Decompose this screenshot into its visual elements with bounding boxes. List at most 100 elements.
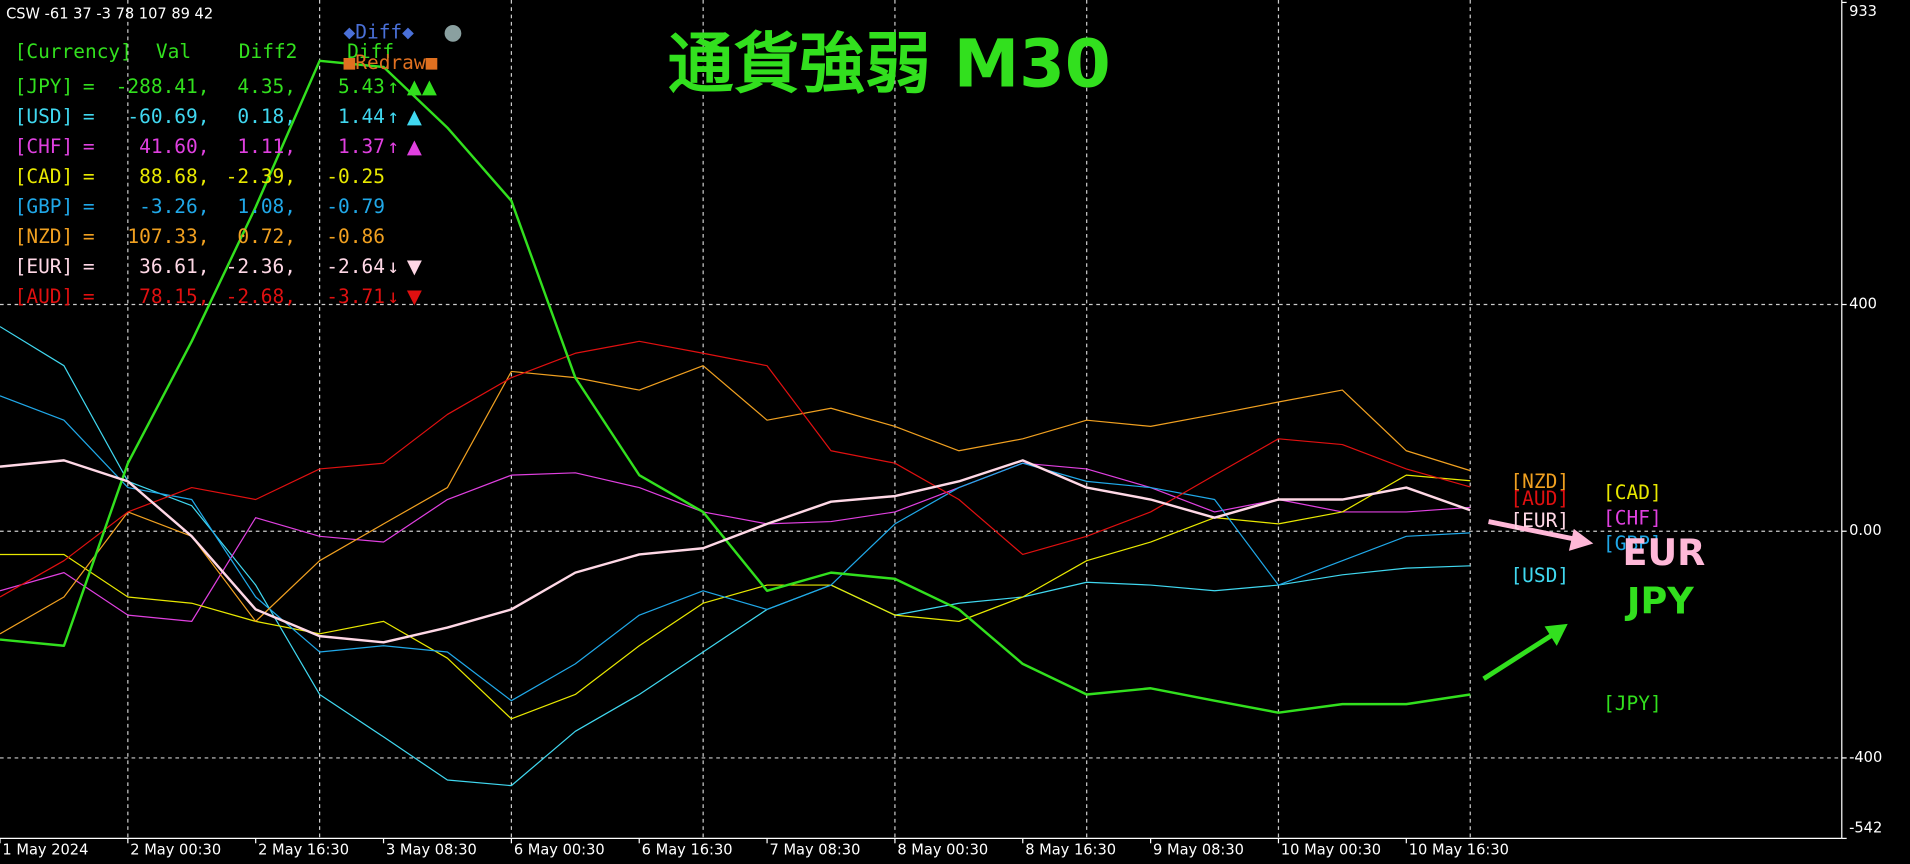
row-arrow: ↑ [387,75,399,98]
currency-line [0,340,1471,598]
x-tick-label: 9 May 08:30 [1153,842,1244,859]
row-diff2: -2.36, [226,255,296,278]
row-separator: = [83,165,95,188]
y-tick-label: -542 [1849,820,1882,837]
currency-line [0,365,1471,635]
currency-line [0,395,1471,702]
row-separator: = [83,105,95,128]
eur-arrow-head [1568,528,1594,551]
row-diff: -0.79 [326,195,385,218]
row-signal: ▼ [407,285,422,308]
x-tick-label: 2 May 00:30 [130,842,221,859]
row-val: 107.33, [127,225,209,248]
jpy-arrow-head [1544,623,1568,646]
row-diff: 1.37 [338,135,385,158]
row-arrow: ↓ [387,285,399,308]
row-diff2: -2.39, [226,165,296,188]
row-val: -288.41, [116,75,210,98]
annotation: EUR [1623,531,1706,574]
x-tick-label: 2 May 16:30 [258,842,349,859]
row-diff: 5.43 [338,75,385,98]
dot-button[interactable]: ● [443,20,462,45]
currency-line [0,59,1471,714]
row-diff2: 0.72, [237,225,296,248]
jpy-arrow [1482,631,1556,681]
row-separator: = [83,225,95,248]
currency-line [0,459,1471,644]
diff-button[interactable]: ◆Diff◆ [344,20,415,43]
grid: 933 400 0.00 -400 -542 1 May 2024 2 May 00:30 2… [0,0,1882,859]
y-tick-label: -400 [1849,749,1882,766]
row-val: 88.68, [139,165,209,188]
row-currency: [CHF] [15,135,74,158]
header-val: Val [156,40,191,63]
row-currency: [GBP] [15,195,74,218]
chart-title: 通貨強弱 M30 [668,25,1111,102]
x-tick-label: 8 May 16:30 [1025,842,1116,859]
row-signal: ▼ [407,255,422,278]
redraw-button[interactable]: ■Redraw■ [344,51,438,74]
row-diff2: 1.11, [237,135,296,158]
row-separator: = [83,135,95,158]
x-tick-label: 10 May 00:30 [1281,842,1381,859]
x-tick-label: 6 May 00:30 [514,842,605,859]
x-tick-label: 6 May 16:30 [642,842,733,859]
y-tick-label: 933 [1849,3,1877,20]
indicator-label: CSW -61 37 -3 78 107 89 42 [6,6,213,23]
header-diff2: Diff2 [239,40,298,63]
row-currency: [USD] [15,105,74,128]
row-separator: = [83,195,95,218]
row-val: 36.61, [139,255,209,278]
row-arrow: ↓ [387,255,399,278]
x-tick-label: 1 May 2024 [2,842,88,859]
x-tick-label: 7 May 08:30 [770,842,861,859]
row-diff: -2.64 [326,255,385,278]
legend-label: [USD] [1510,564,1569,587]
y-tick-label: 0.00 [1849,522,1882,539]
row-signal: ▲▲ [407,75,437,98]
row-currency: [AUD] [15,285,74,308]
header-currency: [Currency] [15,40,132,63]
row-val: -60.69, [127,105,209,128]
currency-line [0,462,1471,622]
legend-label: [CHF] [1603,507,1662,530]
row-arrow: ↑ [387,105,399,128]
row-separator: = [83,75,95,98]
header-diff: Diff [347,40,394,63]
currency-line [0,474,1471,720]
info-panel: CSW -61 37 -3 78 107 89 42 [Currency] Val D… [6,6,462,308]
legend-label: [EUR] [1510,509,1569,532]
x-tick-label: 10 May 16:30 [1409,842,1509,859]
row-diff2: 0.18, [237,105,296,128]
annotation: JPY [1624,580,1694,623]
legend-label: [CAD] [1603,481,1662,504]
row-diff2: 4.35, [237,75,296,98]
row-currency: [EUR] [15,255,74,278]
row-diff: 1.44 [338,105,385,128]
y-tick-label: 400 [1849,296,1877,313]
row-arrow: ↑ [387,135,399,158]
row-val: -3.26, [139,195,209,218]
x-tick-label: 3 May 08:30 [386,842,477,859]
row-diff: -0.25 [326,165,385,188]
row-diff2: -2.68, [226,285,296,308]
row-val: 41.60, [139,135,209,158]
legend-label: [AUD] [1510,487,1569,510]
legend-label: [NZD] [1510,470,1569,493]
currency-line [0,326,1471,787]
row-val: 78.15, [139,285,209,308]
row-signal: ▲ [407,135,422,158]
row-signal: ▲ [407,105,422,128]
row-separator: = [83,255,95,278]
legend-label: [GBP] [1603,532,1662,555]
eur-arrow [1488,519,1580,543]
row-separator: = [83,285,95,308]
row-diff: -0.86 [326,225,385,248]
row-currency: [JPY] [15,75,74,98]
legend-label: [JPY] [1603,692,1662,715]
x-tick-label: 8 May 00:30 [897,842,988,859]
lines [0,59,1471,787]
row-diff: -3.71 [326,285,385,308]
row-currency: [CAD] [15,165,74,188]
